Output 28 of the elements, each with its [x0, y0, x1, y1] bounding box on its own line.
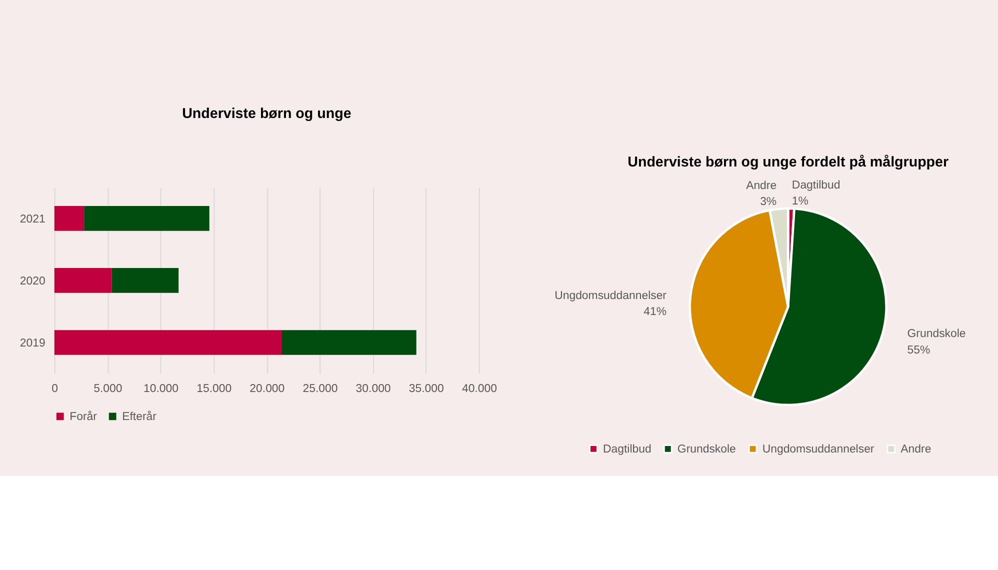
- y-tick-label: 2019: [20, 337, 46, 350]
- x-tick-label: 40.000: [462, 383, 497, 396]
- x-tick-label: 20.000: [250, 383, 285, 396]
- data-label: 41%: [644, 306, 667, 318]
- x-tick-label: 0: [52, 383, 58, 396]
- data-label: 3%: [760, 196, 777, 208]
- x-tick-label: 25.000: [302, 383, 338, 396]
- data-label: 1%: [792, 196, 808, 208]
- y-tick-label: 2020: [20, 275, 46, 288]
- legend-label: Forår: [70, 410, 98, 424]
- legend-label: Ungdomsuddannelser: [762, 444, 874, 456]
- slice-label: Ungdomsuddannelser: [554, 290, 667, 302]
- x-tick-label: 30.000: [356, 383, 391, 396]
- slice-label: Dagtilbud: [792, 179, 840, 192]
- slice-label: Andre: [746, 180, 777, 192]
- legend-label: Dagtilbud: [603, 444, 652, 456]
- legend-label: Grundskole: [677, 444, 736, 456]
- y-tick-label: 2021: [20, 213, 46, 226]
- data-label: 55%: [907, 344, 930, 356]
- chart-title: Underviste børn og unge fordelt på målgrupper: [628, 154, 949, 170]
- chart-title: Underviste børn og unge: [182, 106, 352, 122]
- x-tick-label: 15.000: [196, 383, 232, 396]
- legend-label: Andre: [900, 444, 932, 456]
- slice-label: Grundskole: [907, 328, 966, 340]
- x-tick-label: 5.000: [94, 383, 122, 396]
- x-tick-label: 10.000: [144, 383, 178, 396]
- x-tick-label: 35.000: [408, 383, 444, 396]
- legend-label: Efterår: [122, 410, 157, 424]
